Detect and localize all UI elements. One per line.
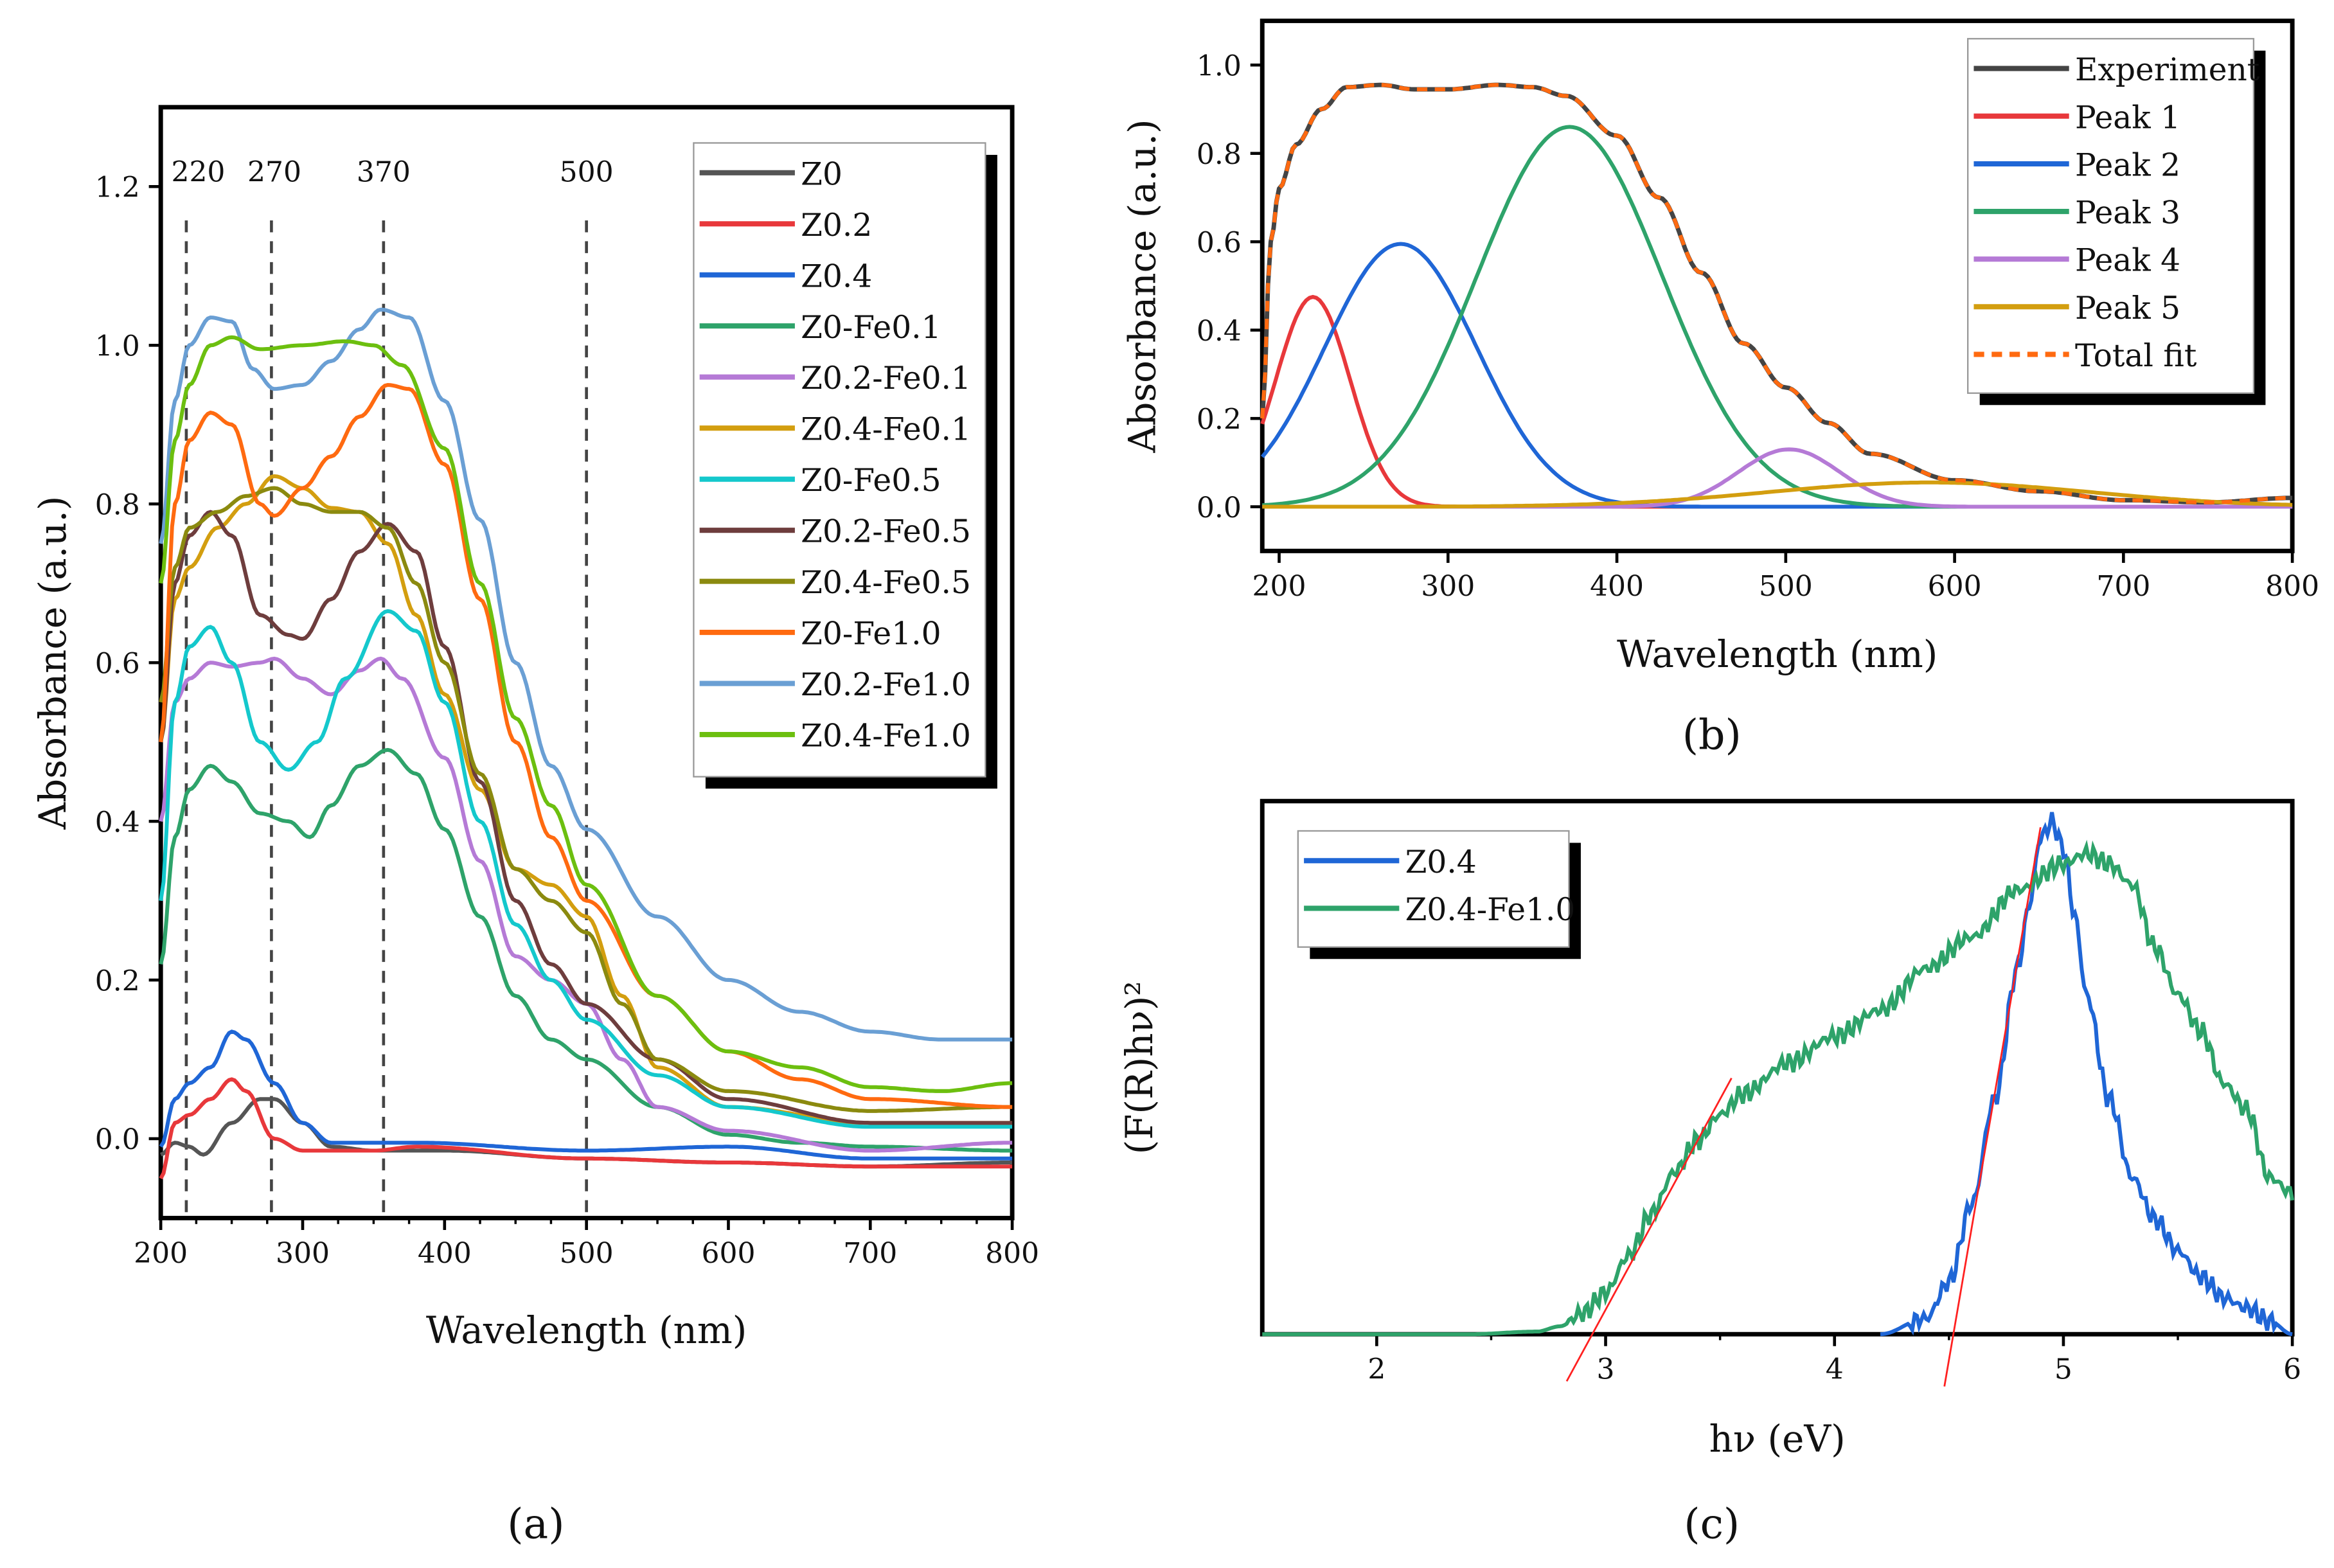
caption-a: (a) — [507, 1501, 564, 1549]
legend-label: Z0 — [801, 156, 842, 192]
y-tick-label: 1.2 — [95, 172, 140, 204]
x-tick-label: 300 — [1421, 570, 1475, 603]
series-line-Z0.4-Fe0.5 — [159, 486, 1013, 1113]
reference-label: 370 — [357, 156, 411, 189]
legend-label: Total fit — [2075, 338, 2197, 374]
series-line-Z0.4-Fe1.0 — [159, 335, 1013, 1093]
series-line-Z0.4 — [1880, 812, 2293, 1337]
panel-a: 200 300 400 500 600 700 800 0.0 0.2 0.4 0.6 0.8 1.0 1… — [31, 105, 1039, 1352]
plot-frame — [1260, 18, 2295, 553]
legend-box — [1297, 830, 1570, 948]
x-tick-label: 500 — [560, 1237, 614, 1270]
peak-line-Peak 5 — [1262, 480, 2293, 509]
legend-label: Z0.4 — [1405, 844, 1477, 880]
y-tick-label: 0.0 — [95, 1123, 140, 1156]
series-line-Z0-Fe0.1 — [159, 747, 1013, 1153]
y-tick-label: 1.0 — [95, 330, 140, 362]
y-tick-label: 0.4 — [95, 806, 140, 839]
x-tick-label: 200 — [134, 1237, 188, 1270]
x-tick-label: 800 — [985, 1237, 1039, 1270]
legend-label: Experiment — [2075, 52, 2260, 88]
legend-label: Z0.2-Fe1.0 — [801, 667, 971, 703]
legend-label: Z0.4-Fe0.1 — [801, 412, 971, 448]
legend-label: Peak 4 — [2075, 243, 2180, 279]
y-tick-label: 0.8 — [1197, 138, 1242, 171]
x-tick-label: 800 — [2265, 570, 2319, 603]
x-tick-label: 6 — [2283, 1353, 2301, 1386]
y-tick-label: 0.2 — [1197, 403, 1242, 436]
x-tick-label: 700 — [843, 1237, 897, 1270]
series-line-Z0.2 — [159, 1077, 1013, 1180]
legend-label: Z0.4-Fe0.5 — [801, 565, 971, 601]
y-axis-label: Absorbance (a.u.) — [31, 496, 75, 830]
series-line-Z0.2-Fe1.0 — [159, 307, 1013, 1042]
y-tick-label: 0.0 — [1197, 492, 1242, 524]
x-tick-label: 3 — [1597, 1353, 1615, 1386]
series-line-Z0-Fe0.5 — [159, 609, 1013, 1129]
legend-label: Z0.2-Fe0.5 — [801, 514, 971, 550]
x-tick-label: 600 — [701, 1237, 755, 1270]
y-tick-label: 0.6 — [95, 647, 140, 680]
x-tick-label: 4 — [1826, 1353, 1844, 1386]
legend-label: Z0.4-Fe1.0 — [1405, 892, 1576, 928]
reference-label: 500 — [560, 156, 614, 189]
tangent-line — [1943, 827, 2042, 1387]
x-tick-label: 600 — [1928, 570, 1982, 603]
x-tick-label: 400 — [1590, 570, 1644, 603]
tangent-line — [1565, 1078, 1733, 1382]
legend-label: Z0-Fe1.0 — [801, 616, 941, 652]
x-tick-label: 2 — [1367, 1353, 1385, 1386]
x-tick-label: 300 — [276, 1237, 330, 1270]
plot-frame — [1260, 799, 2295, 1337]
legend-label: Z0.4-Fe1.0 — [801, 718, 971, 754]
y-axis-label: Absorbance (a.u.) — [1120, 119, 1164, 453]
legend-label: Z0-Fe0.1 — [801, 310, 941, 346]
total-fit-line — [1260, 83, 2293, 504]
y-tick-label: 0.8 — [95, 488, 140, 521]
legend-label: Peak 2 — [2075, 147, 2180, 183]
legend-box — [693, 142, 986, 778]
legend-label: Z0.4 — [801, 258, 872, 294]
panel-b: 200 300 400 500 600 700 800 0.0 0.2 0.4 0.6 0.8 1.0 W… — [1120, 18, 2319, 676]
x-tick-label: 400 — [418, 1237, 472, 1270]
legend-label: Z0.2-Fe0.1 — [801, 361, 971, 396]
y-tick-label: 0.6 — [1197, 226, 1242, 259]
x-axis-label: hν (eV) — [1709, 1417, 1846, 1461]
legend-label: Peak 1 — [2075, 100, 2180, 136]
reference-label: 220 — [171, 156, 225, 189]
series-line-Z0.4 — [159, 1029, 1013, 1161]
series-line-Z0.2-Fe0.5 — [159, 510, 1013, 1125]
y-tick-label: 1.0 — [1197, 49, 1242, 82]
x-tick-label: 700 — [2096, 570, 2150, 603]
series-line-Z0-Fe1.0 — [159, 382, 1013, 1109]
x-tick-label: 5 — [2054, 1353, 2072, 1386]
reference-label: 270 — [247, 156, 301, 189]
x-tick-label: 200 — [1252, 570, 1306, 603]
legend-label: Z0-Fe0.5 — [801, 463, 941, 499]
legend-label: Peak 3 — [2075, 195, 2180, 231]
x-axis-label: Wavelength (nm) — [426, 1308, 747, 1352]
caption-b: (b) — [1682, 711, 1742, 760]
panel-c: 2 3 4 5 6 hν (eV) (F(R)hν)² Z0.4 Z0.4-Fe1.0 — [1118, 799, 2301, 1461]
y-tick-label: 0.2 — [95, 965, 140, 997]
y-axis-label: (F(R)hν)² — [1118, 981, 1161, 1154]
y-tick-label: 0.4 — [1197, 315, 1242, 348]
legend-label: Z0.2 — [801, 208, 872, 244]
caption-c: (c) — [1684, 1501, 1740, 1549]
legend-label: Peak 5 — [2075, 290, 2180, 326]
x-axis-label: Wavelength (nm) — [1617, 632, 1938, 676]
legend-box — [1967, 38, 2255, 394]
x-tick-label: 500 — [1759, 570, 1813, 603]
series-line-Z0.4-Fe1.0 — [1262, 839, 2295, 1337]
